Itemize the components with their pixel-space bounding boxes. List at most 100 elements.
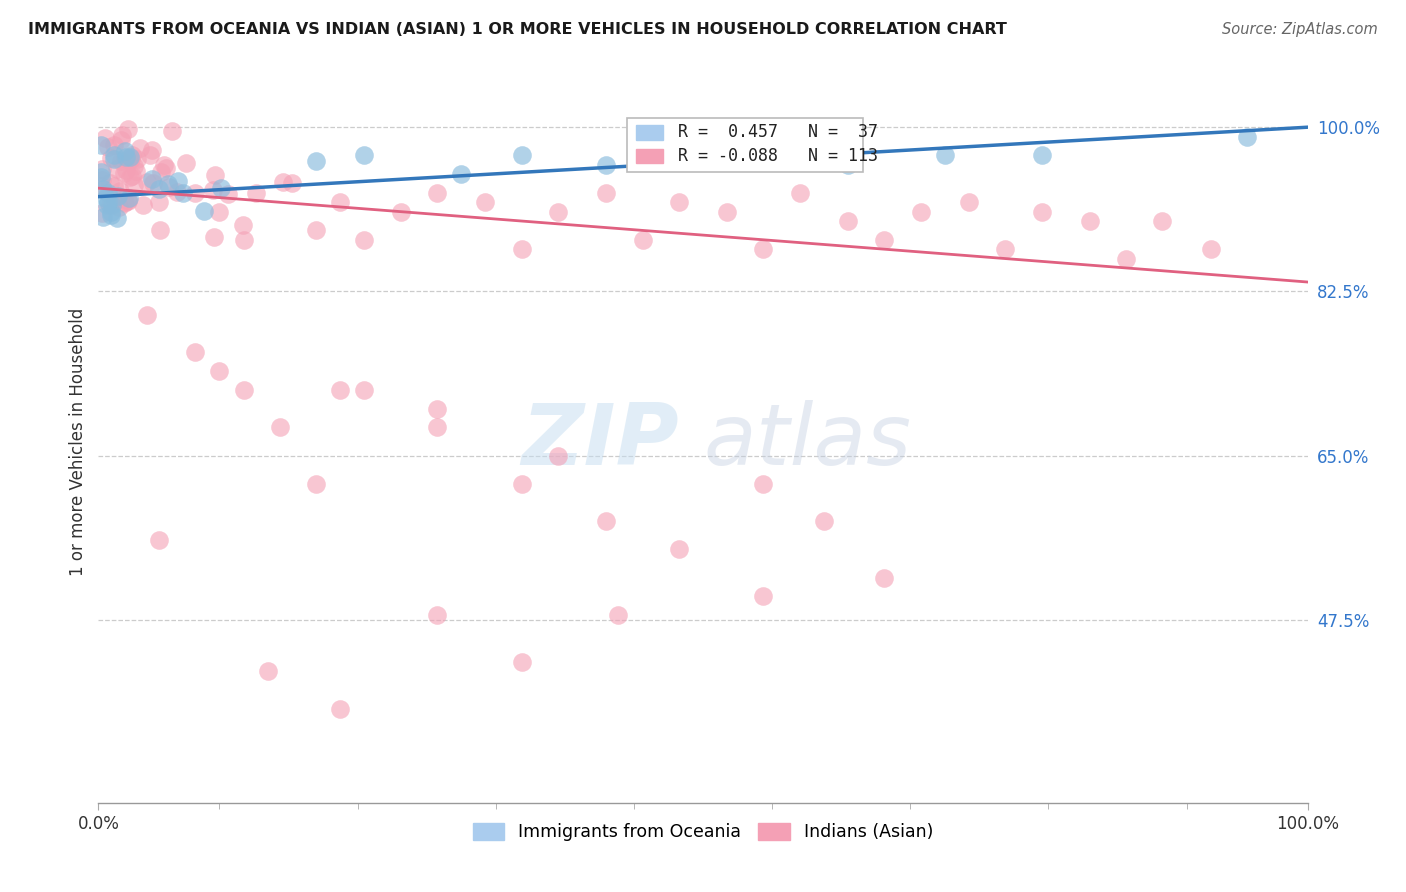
Point [957, 195, 980, 210]
Text: ZIP: ZIP [522, 400, 679, 483]
Point [668, 542, 690, 557]
Point [1199, 242, 1222, 256]
Point [389, 204, 412, 219]
Point [94, 131, 117, 145]
Point [110, 153, 132, 168]
Point [232, 233, 254, 247]
Point [353, 233, 375, 247]
Point [112, 195, 135, 210]
Point [157, 177, 180, 191]
Point [193, 203, 215, 218]
Point [107, 189, 129, 203]
Point [426, 608, 449, 623]
Point [595, 186, 617, 200]
Point [204, 168, 226, 182]
Point [353, 383, 375, 397]
Point [90, 165, 112, 179]
Point [813, 514, 835, 528]
Point [120, 153, 142, 167]
Point [426, 420, 449, 434]
Point [305, 476, 328, 491]
Point [510, 655, 533, 669]
Point [98, 176, 121, 190]
Point [135, 308, 157, 322]
Point [450, 167, 472, 181]
Point [209, 181, 232, 195]
Point [90, 179, 112, 194]
Y-axis label: 1 or more Vehicles in Household: 1 or more Vehicles in Household [69, 308, 87, 575]
Point [114, 144, 136, 158]
Point [91, 182, 114, 196]
Point [90, 138, 112, 153]
Point [98, 197, 121, 211]
Point [100, 151, 122, 165]
Point [93, 211, 115, 225]
Point [934, 148, 956, 162]
Point [595, 158, 617, 172]
Point [668, 195, 690, 210]
Point [91, 206, 114, 220]
Point [281, 177, 304, 191]
Point [157, 180, 180, 194]
Point [1031, 148, 1053, 162]
Point [110, 185, 132, 199]
Point [115, 163, 138, 178]
Point [789, 186, 811, 200]
Point [152, 158, 174, 172]
Point [752, 476, 775, 491]
Point [232, 383, 254, 397]
Point [91, 162, 114, 177]
Point [121, 169, 143, 184]
Point [90, 173, 112, 187]
Point [873, 571, 896, 585]
Point [752, 590, 775, 604]
Point [101, 198, 124, 212]
Point [97, 195, 120, 210]
Point [122, 159, 145, 173]
Point [837, 158, 859, 172]
Point [1031, 204, 1053, 219]
Point [305, 153, 328, 168]
Bar [637, 125, 664, 139]
Point [994, 242, 1017, 256]
Point [271, 175, 294, 189]
Point [108, 200, 131, 214]
Point [329, 702, 352, 716]
Text: IMMIGRANTS FROM OCEANIA VS INDIAN (ASIAN) 1 OR MORE VEHICLES IN HOUSEHOLD CORREL: IMMIGRANTS FROM OCEANIA VS INDIAN (ASIAN… [28, 22, 1007, 37]
Text: R = -0.088   N = 113: R = -0.088 N = 113 [678, 147, 877, 165]
Text: Source: ZipAtlas.com: Source: ZipAtlas.com [1222, 22, 1378, 37]
Point [245, 186, 267, 200]
Point [114, 194, 136, 209]
Point [148, 181, 170, 195]
Point [172, 186, 194, 200]
Point [117, 194, 139, 209]
Point [107, 211, 129, 226]
Bar [627, 118, 863, 172]
Point [873, 233, 896, 247]
Point [1152, 214, 1174, 228]
Legend: Immigrants from Oceania, Indians (Asian): Immigrants from Oceania, Indians (Asian) [465, 816, 941, 848]
Point [631, 233, 654, 247]
Point [114, 150, 136, 164]
Point [125, 163, 148, 178]
Point [139, 148, 162, 162]
Point [112, 166, 135, 180]
Point [103, 179, 125, 194]
Point [149, 165, 172, 179]
Point [155, 161, 177, 176]
Point [353, 148, 375, 162]
Point [474, 195, 496, 210]
Point [142, 177, 165, 191]
Point [201, 183, 224, 197]
Point [510, 242, 533, 256]
Point [148, 195, 170, 210]
Point [184, 186, 207, 200]
Point [117, 122, 139, 136]
Point [160, 124, 183, 138]
Point [910, 204, 932, 219]
Point [100, 204, 122, 219]
Point [208, 364, 231, 378]
Point [1078, 214, 1101, 228]
Point [1236, 129, 1258, 144]
Point [97, 140, 120, 154]
